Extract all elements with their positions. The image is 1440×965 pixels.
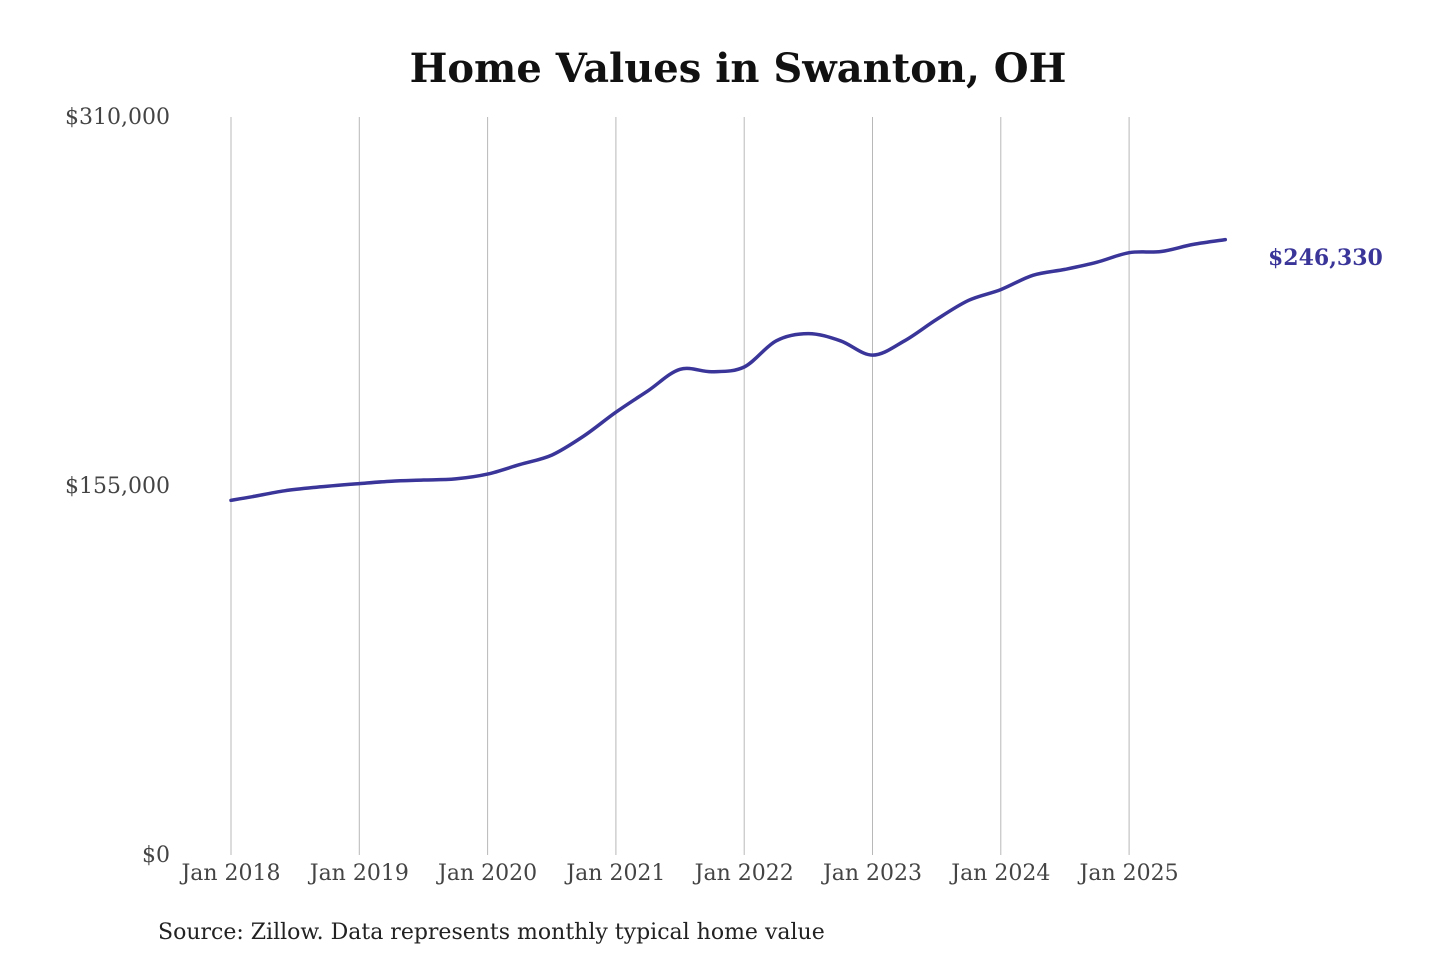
y-tick-label: $310,000	[65, 105, 170, 130]
series-line-0	[229, 237, 1228, 503]
x-tick-label: Jan 2021	[564, 861, 665, 886]
y-axis-ticks: $0 $155,000 $310,000	[65, 105, 170, 868]
y-tick-label: $155,000	[65, 474, 170, 499]
x-tick-label: Jan 2019	[308, 861, 409, 886]
x-tick-label: Jan 2022	[693, 861, 794, 886]
chart-title: Home Values in Swanton, OH	[410, 45, 1067, 92]
series-layer	[229, 237, 1228, 503]
x-tick-label: Jan 2025	[1078, 861, 1179, 886]
end-value-label: $246,330	[1268, 245, 1383, 271]
x-tick-label: Jan 2023	[821, 861, 922, 886]
gridlines	[230, 117, 1130, 855]
x-tick-label: Jan 2020	[436, 861, 537, 886]
x-tick-label: Jan 2018	[179, 861, 280, 886]
y-tick-label: $0	[142, 843, 170, 868]
x-axis-ticks: Jan 2018 Jan 2019 Jan 2020 Jan 2021 Jan 2022…	[179, 861, 1178, 886]
source-note: Source: Zillow. Data represents monthly …	[158, 920, 825, 945]
x-tick-label: Jan 2024	[949, 861, 1050, 886]
